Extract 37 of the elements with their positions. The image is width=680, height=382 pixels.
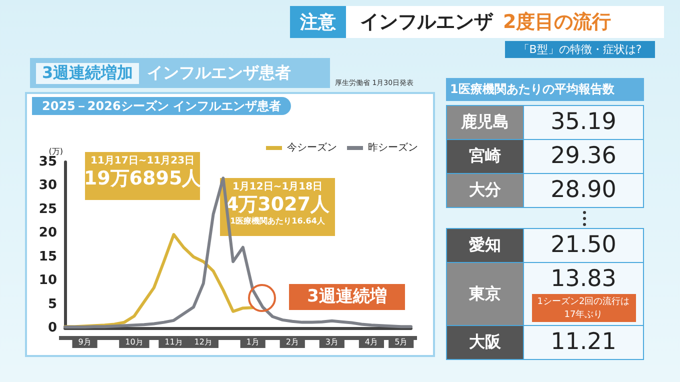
category-label: 宮崎 (447, 140, 524, 173)
y-tick-label: 25 (38, 202, 57, 217)
text: 2度目の流行 (503, 10, 612, 35)
y-tick-label: 10 (38, 273, 57, 288)
text: 1医療機関あたりの平均報告数 (446, 78, 644, 101)
category-label: 鹿児島 (447, 106, 524, 139)
text: 29.36 (550, 143, 616, 169)
y-tick-label: 30 (38, 178, 57, 194)
text: 35.19 (550, 109, 616, 135)
y-tick-label: 5 (48, 296, 57, 312)
category-label: 東京 (447, 263, 524, 325)
text: 28.90 (550, 177, 616, 203)
category-label: 大分 (447, 174, 524, 207)
text: インフルエンザ (360, 10, 493, 35)
text: インフルエンザ患者 (147, 62, 292, 84)
y-tick-label: 20 (38, 226, 57, 241)
legend-label: 昨シーズン (368, 142, 418, 154)
legend-label: 今シーズン (287, 142, 337, 154)
y-tick-label: 15 (38, 249, 57, 264)
text: 「B型」の特徴・症状は? (505, 41, 655, 58)
text: 21.50 (550, 232, 616, 258)
category-label: 大阪 (447, 326, 524, 359)
annotation: 3週連続増 (307, 286, 387, 306)
text: 注意 (290, 6, 346, 38)
y-tick-label: 0 (48, 320, 57, 336)
annotation: 1月12日~1月18日 (232, 182, 323, 192)
y-axis-title: (万) (48, 147, 63, 156)
text: 11.21 (550, 329, 616, 355)
annotation: 19万6895人 (84, 168, 202, 190)
annotation: 1医療機関あたり16.64人 (230, 216, 326, 226)
category-label: 愛知 (447, 229, 524, 262)
text: 13.83 (550, 266, 616, 292)
annotation: 11月17日~11月23日 (90, 156, 195, 166)
y-tick-label: 35 (38, 154, 57, 170)
text: 3週連続増加 (36, 62, 140, 84)
chart-title: 2025－2026シーズン インフルエンザ患者 (42, 99, 281, 113)
text: 1シーズン2回の流行は17年ぶり (537, 297, 630, 320)
